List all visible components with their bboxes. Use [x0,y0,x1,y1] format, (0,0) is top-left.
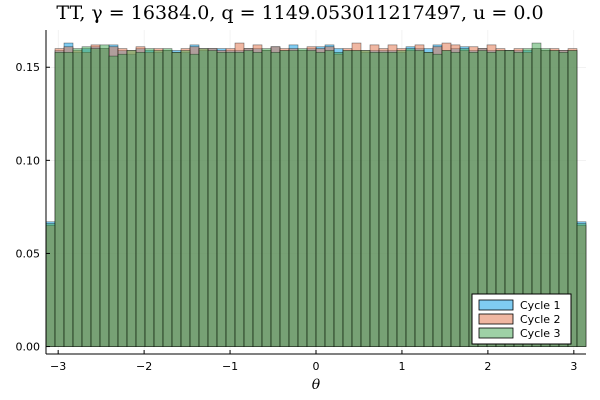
axes-layer: −3 −2 −1 0 1 2 3 0.00 0.05 0.10 0.15 θ [16,30,586,393]
histogram-bar [252,52,263,347]
histogram-bar [108,55,119,347]
chart-title: TT, γ = 16384.0, q = 1149.053011217497, … [56,2,544,24]
y-tick-label: 0.10 [16,154,41,167]
y-tick-label: 0.00 [16,341,41,354]
x-tick-label: 2 [484,360,491,373]
histogram-bar [234,52,245,347]
histogram-bar [441,50,452,347]
histogram-bar [99,44,110,347]
y-tick-label: 0.15 [16,61,41,74]
histogram-bar [576,223,587,347]
histogram-bar [198,48,209,347]
histogram-bar [261,48,272,347]
x-tick-label: −2 [136,360,152,373]
histogram-bar [144,48,155,347]
histogram-bar [351,50,362,347]
histogram-bar [378,52,389,347]
histogram-bar [126,50,137,347]
legend-swatch [478,327,514,339]
histogram-bar [450,52,461,347]
histogram-bar [216,52,227,347]
histogram-bar [288,50,299,347]
x-tick-label: 3 [570,360,577,373]
x-tick-label: −1 [222,360,238,373]
x-tick-label: 0 [313,360,320,373]
histogram-bar [342,50,353,347]
legend-label: Cycle 2 [520,313,561,326]
y-tick-label: 0.05 [16,247,41,260]
histogram-bar [243,50,254,347]
histogram-bar [396,50,407,347]
x-axis-label: θ [312,377,321,393]
histogram-bar [180,50,191,347]
legend-label: Cycle 1 [520,299,561,312]
histogram-bar [414,50,425,347]
histogram-bar [45,223,56,347]
histogram-bar [270,52,281,347]
histogram-bar [171,52,182,347]
histogram-bar [117,53,128,347]
histogram-bar [63,52,74,347]
histogram-bar [153,50,164,347]
legend-swatch [478,313,514,325]
legend-swatch [478,299,514,311]
histogram-bar [81,46,92,347]
histogram-bar [225,52,236,347]
histogram-bar [279,50,290,347]
histogram-bar [387,52,398,347]
histogram-bar [297,48,308,347]
x-tick-label: −3 [50,360,66,373]
histogram-bar [360,50,371,347]
bars-layer [45,42,587,347]
histogram-bar [333,52,344,347]
histogram-bar [423,52,434,347]
histogram-bar [90,48,101,347]
histogram-bar [162,48,173,347]
histogram-bar [315,52,326,347]
histogram-bar [189,53,200,347]
histogram-bar [54,52,65,347]
legend-label: Cycle 3 [520,327,561,340]
histogram-bar [207,50,218,347]
histogram-bar [369,52,380,347]
histogram-bar [306,50,317,347]
histogram-bar [135,52,146,347]
histogram-bar [567,50,578,347]
histogram-bar [324,50,335,347]
histogram-bar [405,48,416,347]
histogram-bar [432,53,443,347]
histogram-bar [459,48,470,347]
x-tick-label: 1 [398,360,405,373]
histogram-bar [72,48,83,347]
